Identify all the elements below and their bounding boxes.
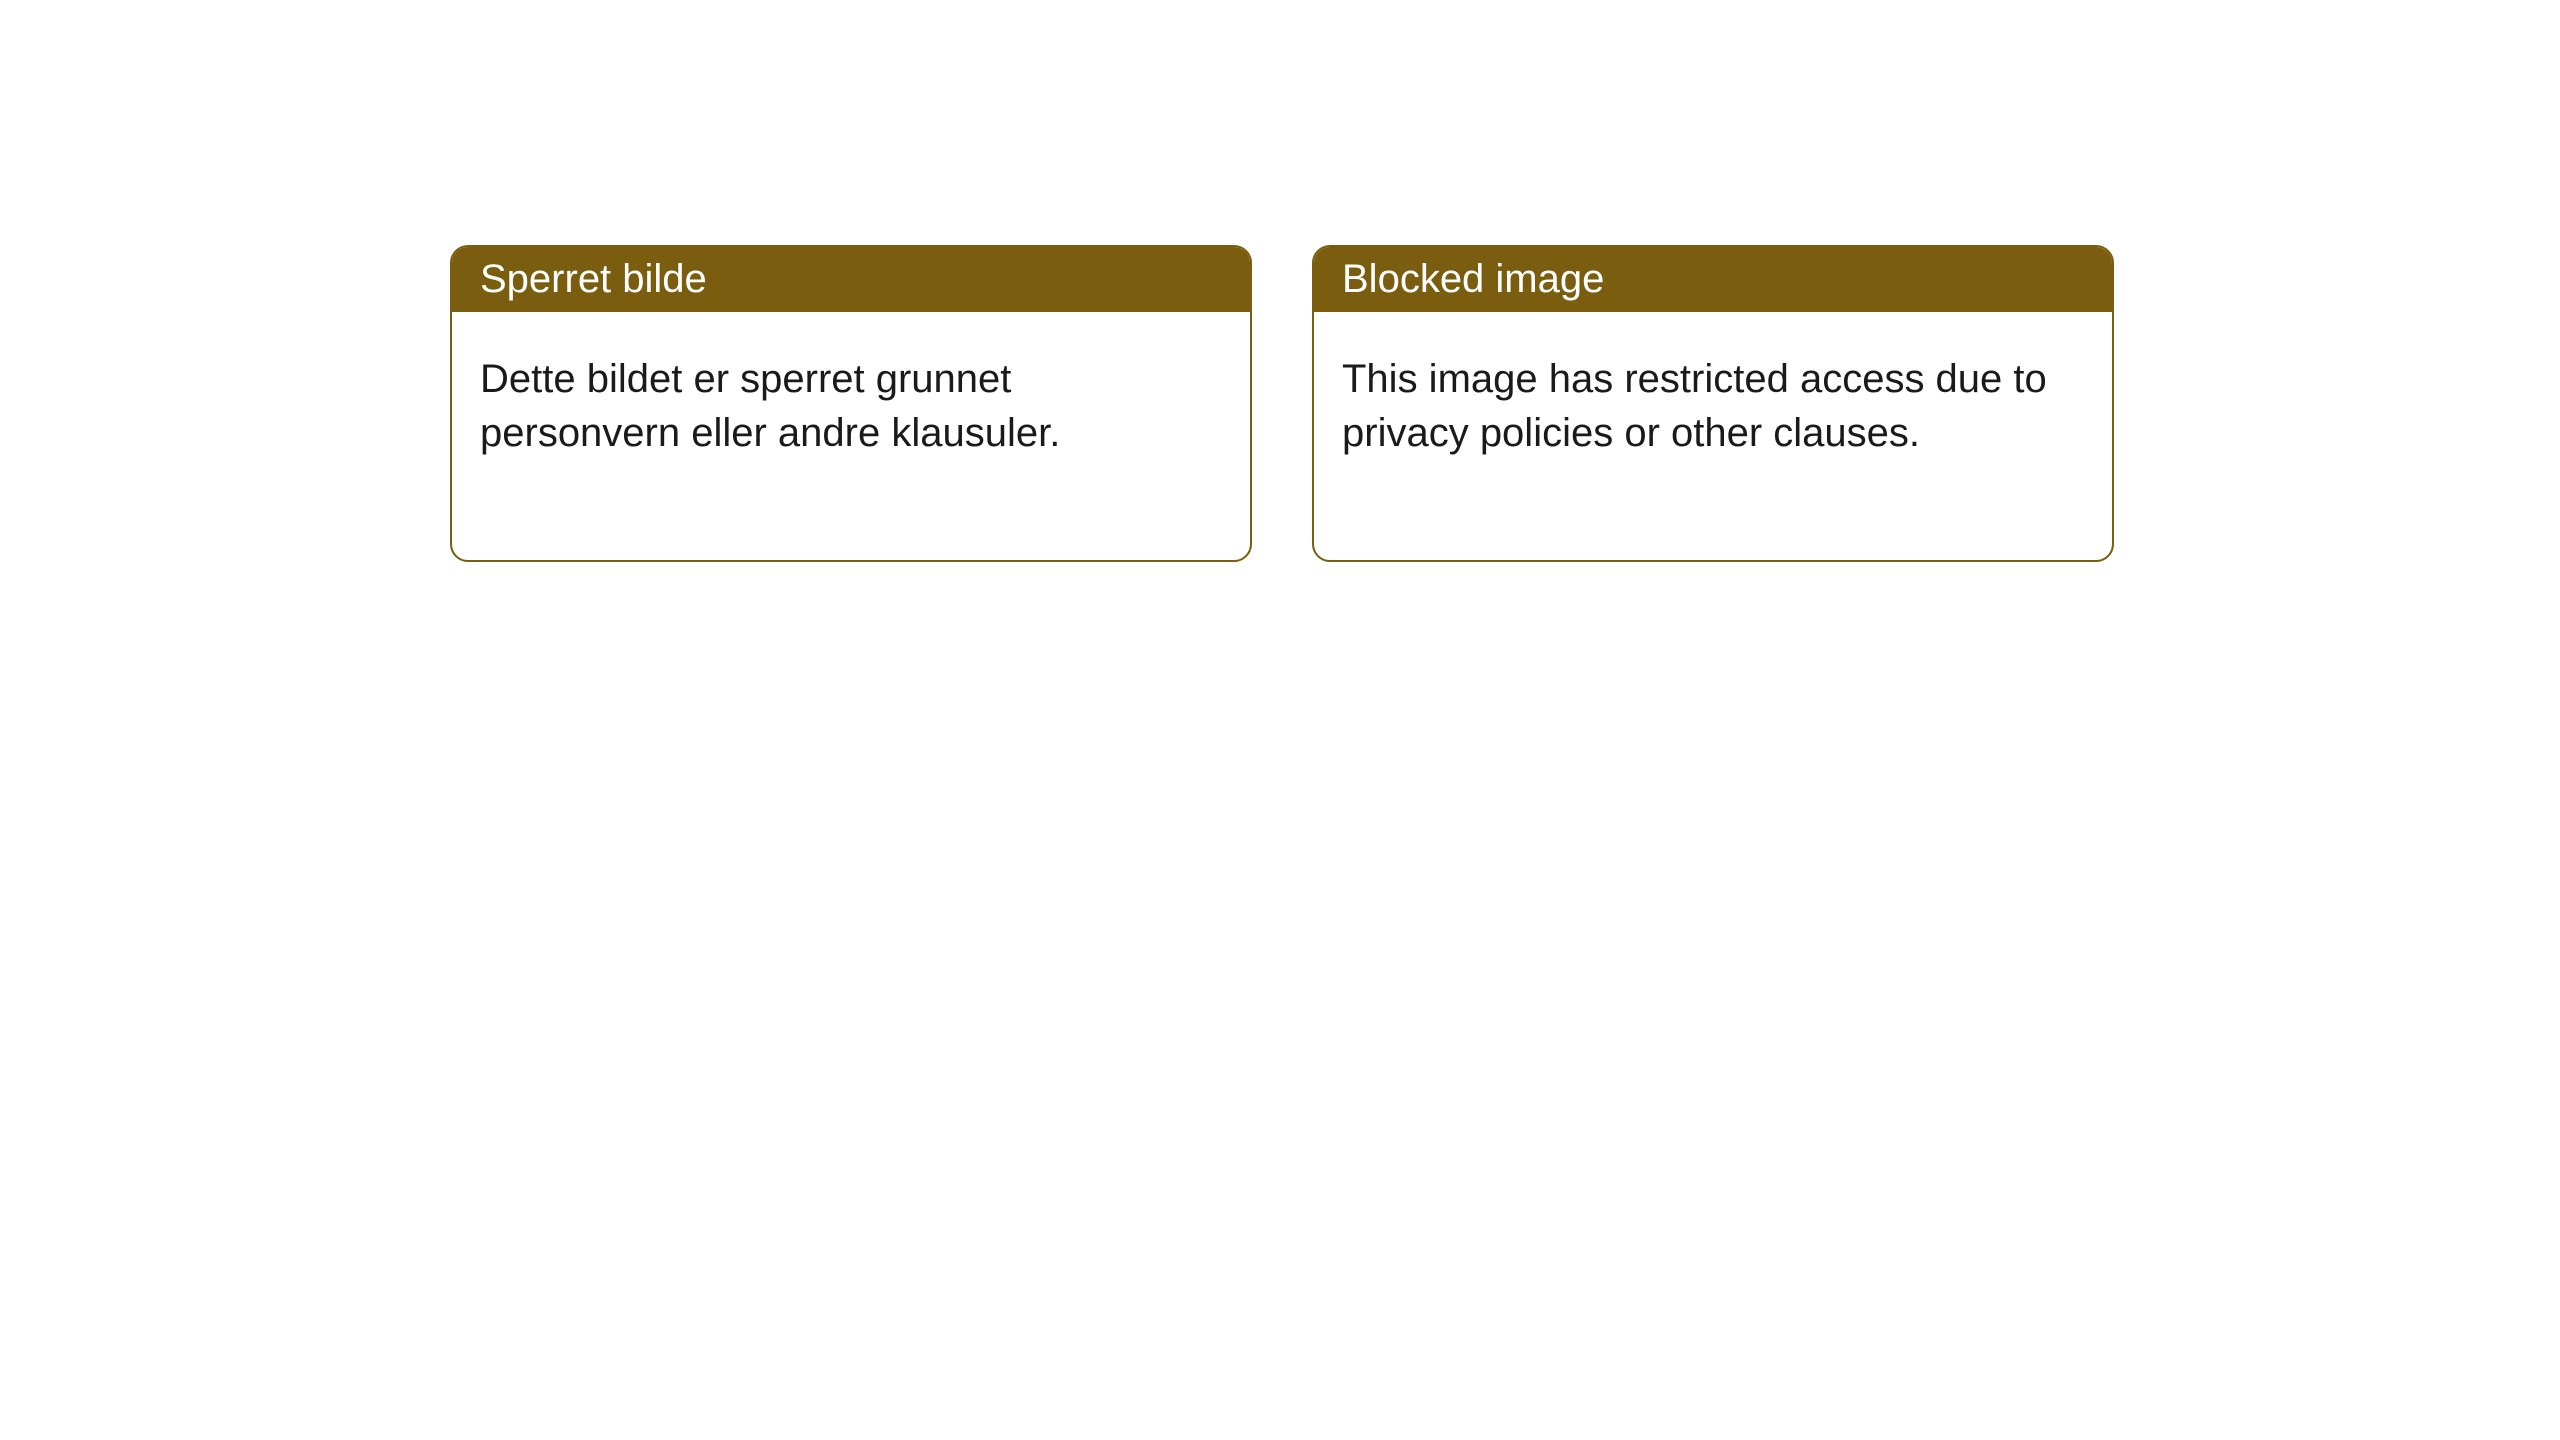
card-header: Sperret bilde xyxy=(452,247,1250,312)
card-body: Dette bildet er sperret grunnet personve… xyxy=(452,312,1250,560)
blocked-image-card-english: Blocked image This image has restricted … xyxy=(1312,245,2114,562)
card-header: Blocked image xyxy=(1314,247,2112,312)
card-body: This image has restricted access due to … xyxy=(1314,312,2112,560)
blocked-image-card-norwegian: Sperret bilde Dette bildet er sperret gr… xyxy=(450,245,1252,562)
message-cards-container: Sperret bilde Dette bildet er sperret gr… xyxy=(0,0,2560,562)
